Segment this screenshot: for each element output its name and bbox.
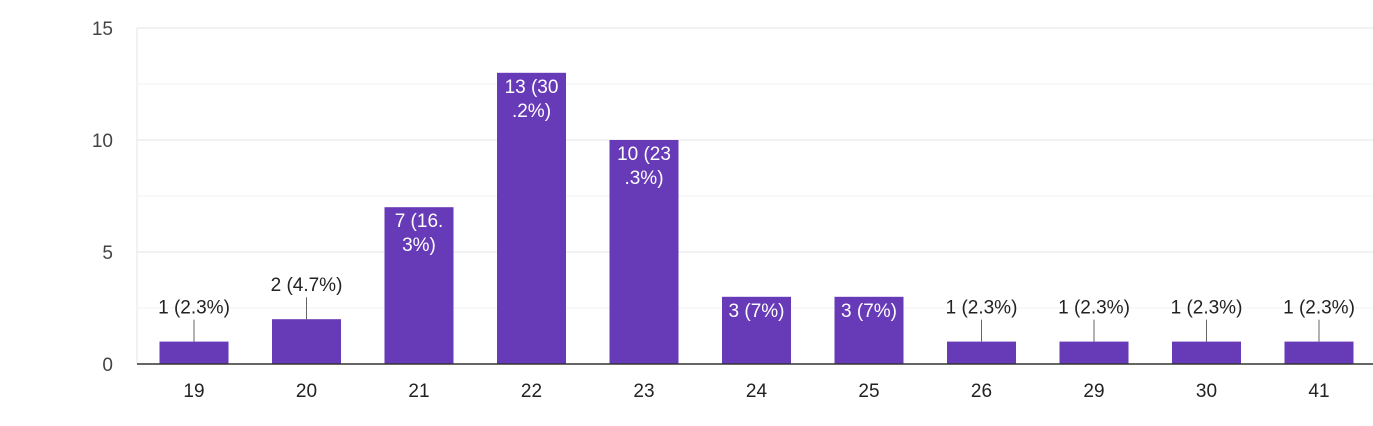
x-tick-label: 23 xyxy=(633,381,654,402)
data-label: 3 (7%) xyxy=(841,301,897,322)
data-label: 10 (23.3%) xyxy=(617,144,671,189)
bar xyxy=(272,319,341,364)
bar xyxy=(1172,341,1241,364)
bar xyxy=(1059,341,1129,364)
bar xyxy=(1284,341,1354,364)
bars xyxy=(159,72,1354,365)
x-axis-ticks: 19 20 21 22 23 24 25 26 29 30 41 xyxy=(183,381,1329,402)
bar xyxy=(497,72,566,365)
data-label: 1 (2.3%) xyxy=(1171,298,1243,319)
x-tick-label: 24 xyxy=(746,381,768,402)
x-tick-label: 30 xyxy=(1196,381,1217,402)
data-label: 1 (2.3%) xyxy=(158,298,230,319)
data-label: 3 (7%) xyxy=(729,301,785,322)
bar xyxy=(947,341,1016,364)
y-tick-label: 0 xyxy=(102,355,113,376)
data-label: 2 (4.7%) xyxy=(271,275,343,296)
grid-lines xyxy=(136,27,1373,364)
y-tick-label: 5 xyxy=(102,243,113,264)
bar xyxy=(159,341,229,364)
data-labels: 1 (2.3%) 2 (4.7%) 7 (16. 3%) 13 (30.2%) 10 (2… xyxy=(158,77,1355,322)
bar xyxy=(722,296,791,364)
y-axis-ticks: 0 5 10 15 xyxy=(92,19,113,376)
bar xyxy=(834,296,904,364)
x-tick-label: 26 xyxy=(971,381,992,402)
label-connectors xyxy=(193,297,1320,342)
y-tick-label: 15 xyxy=(92,19,113,40)
bar xyxy=(609,140,679,364)
x-tick-label: 29 xyxy=(1083,381,1104,402)
data-label: 7 (16. 3%) xyxy=(395,211,444,256)
data-label: 13 (30.2%) xyxy=(505,77,559,122)
data-label: 1 (2.3%) xyxy=(946,298,1018,319)
x-tick-label: 22 xyxy=(521,381,542,402)
x-tick-label: 21 xyxy=(408,381,429,402)
y-tick-label: 10 xyxy=(92,131,113,152)
x-tick-label: 19 xyxy=(183,381,204,402)
x-tick-label: 25 xyxy=(858,381,879,402)
x-tick-label: 20 xyxy=(296,381,317,402)
data-label: 1 (2.3%) xyxy=(1283,298,1355,319)
bar xyxy=(384,207,454,364)
x-tick-label: 41 xyxy=(1308,381,1329,402)
data-label: 1 (2.3%) xyxy=(1058,298,1130,319)
